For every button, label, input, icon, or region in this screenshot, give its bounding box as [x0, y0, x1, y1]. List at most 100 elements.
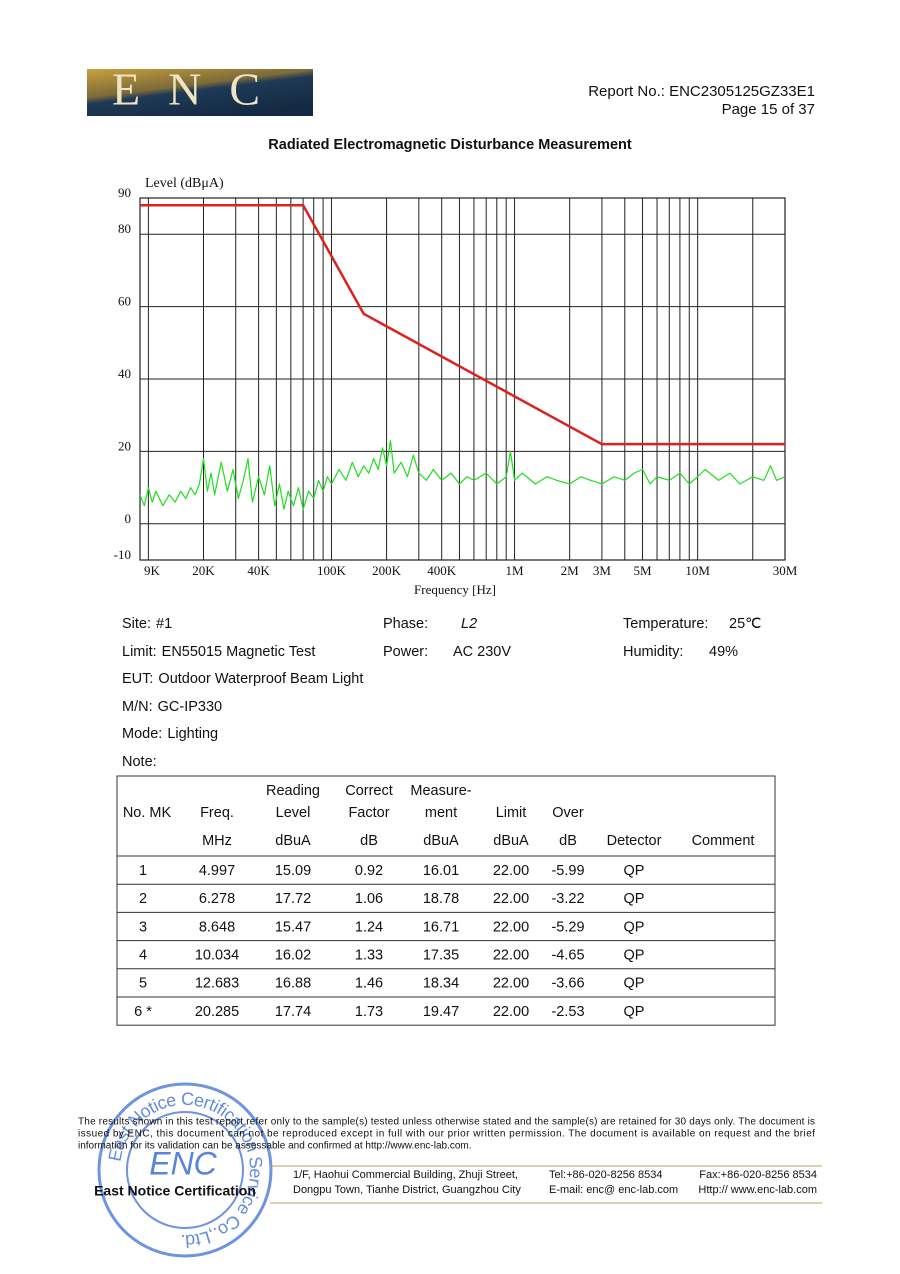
unit-cell: Detector — [607, 833, 662, 849]
table-cell: 16.71 — [423, 919, 459, 935]
table-cell: 1.33 — [355, 948, 383, 964]
x-tick-label: 2M — [561, 563, 580, 578]
y-tick-label: 80 — [118, 221, 131, 236]
x-tick-label: 3M — [593, 563, 612, 578]
info-item: M/N: GC-IP330 — [122, 699, 222, 715]
table-cell: 17.72 — [275, 891, 311, 907]
table-cell: 22.00 — [493, 1004, 529, 1020]
unit-cell: dBuA — [423, 833, 459, 849]
table-cell: QP — [624, 1004, 645, 1020]
info-item: Phase: L2 — [383, 616, 477, 632]
tel: Tel:+86-020-8256 8534 — [549, 1169, 662, 1181]
table-cell: 15.47 — [275, 919, 311, 935]
info-value: #1 — [156, 616, 172, 632]
series-line — [140, 203, 785, 446]
info-value: Outdoor Waterproof Beam Light — [158, 671, 363, 687]
table-cell: 1.24 — [355, 919, 383, 935]
header-cell: Correct — [345, 783, 393, 799]
table-cell: QP — [624, 891, 645, 907]
y-tick-label: 90 — [118, 185, 131, 200]
info-label: Mode: — [122, 726, 162, 742]
y-axis-label: Level (dBμA) — [145, 176, 224, 191]
disclaimer-line: information for its validation can be as… — [78, 1141, 472, 1152]
table-cell: 18.78 — [423, 891, 459, 907]
info-value: Lighting — [167, 726, 218, 742]
y-tick-label: 20 — [118, 438, 131, 453]
info-item: Temperature: 25℃ — [623, 616, 761, 632]
table-cell: 4.997 — [199, 863, 235, 879]
header-cell: Factor — [348, 805, 389, 821]
table-cell: 1.73 — [355, 1004, 383, 1020]
info-label: Note: — [122, 754, 157, 770]
x-tick-label: 5M — [633, 563, 652, 578]
info-item: EUT: Outdoor Waterproof Beam Light — [122, 671, 363, 687]
x-tick-label: 1M — [506, 563, 525, 578]
info-value: 49% — [709, 644, 738, 660]
table-cell: 15.09 — [275, 863, 311, 879]
table-cell: -3.66 — [551, 976, 584, 992]
x-tick-label: 100K — [317, 563, 347, 578]
table-cell: -5.29 — [551, 919, 584, 935]
table-cell: 20.285 — [195, 1004, 239, 1020]
info-label: EUT: — [122, 671, 153, 687]
disclaimer-line: The results shown in this test report re… — [78, 1117, 815, 1128]
page-number: Page 15 of 37 — [722, 101, 815, 118]
stamp-inner-ring — [126, 1111, 244, 1229]
table-border — [116, 775, 776, 1026]
info-label: Power: — [383, 644, 428, 660]
info-label: Phase: — [383, 616, 428, 632]
address: Dongpu Town, Tianhe District, Guangzhou … — [293, 1184, 521, 1196]
chart: 90 80 60 40 20 0 -10 9K 20K 40K 100K 200K 400K 1M 2M 3M… — [114, 176, 798, 597]
table-cell: 22.00 — [493, 919, 529, 935]
unit-cell: dBuA — [493, 833, 529, 849]
series-line — [139, 439, 786, 510]
logo-box — [87, 69, 313, 116]
info: Site: #1 Phase: L2 Temperature: 25℃ Limit: EN55… — [122, 616, 761, 770]
x-tick-label: 10M — [685, 563, 710, 578]
table-cell: -5.99 — [551, 863, 584, 879]
header-cell: ment — [425, 805, 457, 821]
stamp-ring — [97, 1082, 273, 1258]
header-cell: Over — [552, 805, 584, 821]
x-axis-label: Frequency [Hz] — [414, 582, 496, 597]
y-tick-label: 60 — [118, 294, 131, 309]
unit-cell: dB — [559, 833, 577, 849]
title: Radiated Electromagnetic Disturbance Mea… — [268, 137, 632, 153]
table-cell: 16.02 — [275, 948, 311, 964]
info-item: Power: AC 230V — [383, 644, 511, 660]
table-cell: QP — [624, 948, 645, 964]
table-cell: 16.88 — [275, 976, 311, 992]
y-tick-label: -10 — [114, 547, 131, 562]
table-cell: QP — [624, 863, 645, 879]
x-tick-label: 400K — [427, 563, 457, 578]
address: 1/F, Haohui Commercial Building, Zhuji S… — [293, 1169, 518, 1181]
table-cell: 3 — [139, 919, 147, 935]
report-no: Report No.: ENC2305125GZ33E1 — [588, 83, 815, 100]
header-cell: Level — [276, 805, 311, 821]
info-item: Site: #1 — [122, 616, 172, 632]
table-cell: 22.00 — [493, 863, 529, 879]
table-cell: 22.00 — [493, 976, 529, 992]
web: Http:// www.enc-lab.com — [698, 1184, 817, 1196]
info-label: Temperature: — [623, 616, 708, 632]
table: No. MK Freq. Reading Level Correct Factor Meas… — [116, 775, 776, 1026]
x-tick-label: 30M — [773, 563, 798, 578]
table-cell: -3.22 — [551, 891, 584, 907]
info-value: L2 — [461, 616, 477, 632]
fax: Fax:+86-020-8256 8534 — [699, 1169, 817, 1181]
disclaimer-line: issued by ENC, this document can not be … — [78, 1129, 815, 1140]
y-tick-label: 0 — [125, 511, 132, 526]
header-cell: No. MK — [123, 805, 172, 821]
x-tick-label: 200K — [372, 563, 402, 578]
table-cell: QP — [624, 919, 645, 935]
table-cell: 22.00 — [493, 948, 529, 964]
table-cell: 8.648 — [199, 919, 235, 935]
x-tick-label: 9K — [144, 563, 161, 578]
table-cell: QP — [624, 976, 645, 992]
header-cell: Limit — [496, 805, 527, 821]
table-cell: 4 — [139, 948, 147, 964]
header-cell: Freq. — [200, 805, 234, 821]
table-cell: 1 — [139, 863, 147, 879]
table-cell: 6 * — [134, 1004, 152, 1020]
info-value: AC 230V — [453, 644, 511, 660]
